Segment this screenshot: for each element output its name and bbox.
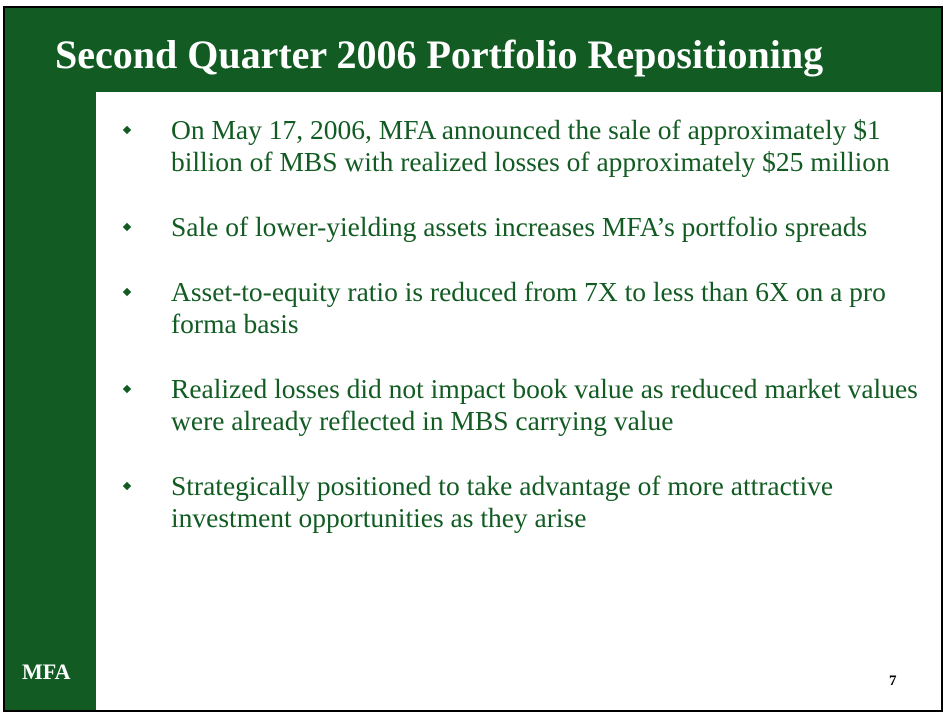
bullet-text: Strategically positioned to take advanta… <box>171 470 834 533</box>
bullet-item: Sale of lower-yielding assets increases … <box>121 211 941 243</box>
page-number: 7 <box>889 673 897 689</box>
slide: Second Quarter 2006 Portfolio Reposition… <box>3 6 943 712</box>
bullet-item: Strategically positioned to take advanta… <box>121 470 941 534</box>
title-banner <box>5 8 941 92</box>
diamond-bullet-icon <box>122 125 132 135</box>
slide-title: Second Quarter 2006 Portfolio Reposition… <box>55 32 824 77</box>
left-sidebar-band <box>5 8 96 710</box>
diamond-bullet-icon <box>122 384 132 394</box>
company-logo: MFA <box>22 659 71 684</box>
diamond-bullet-icon <box>122 287 132 297</box>
bullet-text: On May 17, 2006, MFA announced the sale … <box>171 114 890 177</box>
bullet-text: Realized losses did not impact book valu… <box>171 373 918 436</box>
diamond-bullet-icon <box>122 222 132 232</box>
diamond-bullet-icon <box>122 481 132 491</box>
bullet-item: Asset-to-equity ratio is reduced from 7X… <box>121 276 941 340</box>
bullet-item: Realized losses did not impact book valu… <box>121 373 941 437</box>
bullet-text: Asset-to-equity ratio is reduced from 7X… <box>171 276 886 339</box>
bullet-text: Sale of lower-yielding assets increases … <box>171 211 868 242</box>
bullet-item: On May 17, 2006, MFA announced the sale … <box>121 114 941 178</box>
bullet-list: On May 17, 2006, MFA announced the sale … <box>121 114 941 567</box>
